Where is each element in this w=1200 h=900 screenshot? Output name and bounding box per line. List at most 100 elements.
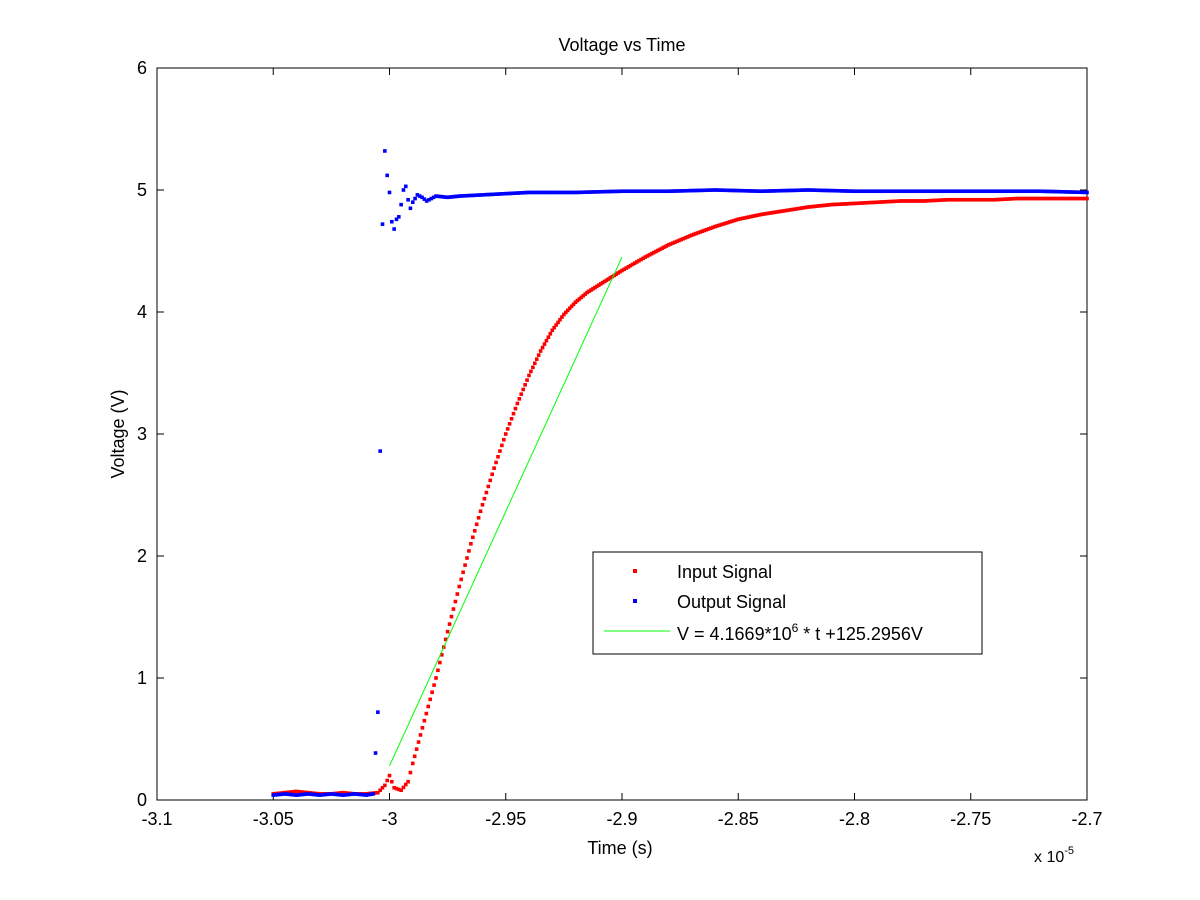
data-point (474, 193, 478, 198)
data-point (1055, 189, 1060, 194)
data-point (575, 190, 580, 195)
data-point (548, 331, 553, 336)
data-point (436, 668, 440, 673)
data-point (859, 189, 863, 194)
data-point (457, 194, 462, 198)
data-point (510, 191, 514, 196)
data-point (624, 266, 629, 270)
data-point (903, 189, 908, 194)
x-scale-base: x 10 (1034, 849, 1064, 866)
y-axis-ticks: 0 1 2 3 4 5 6 (137, 58, 1087, 810)
data-point (488, 478, 493, 483)
data-point (561, 190, 565, 195)
data-point (894, 189, 899, 194)
data-point (772, 210, 776, 215)
data-point (1066, 190, 1070, 194)
data-point (607, 189, 612, 194)
data-point (491, 192, 495, 197)
data-point (1072, 190, 1077, 194)
data-point (465, 556, 469, 560)
y-tick-label: 2 (137, 546, 147, 566)
data-point (449, 614, 454, 619)
data-point (596, 190, 601, 194)
data-point (660, 189, 664, 194)
data-point (511, 411, 516, 416)
data-point (1053, 189, 1058, 194)
data-point (871, 200, 876, 205)
data-point (924, 189, 929, 194)
data-point (490, 472, 494, 477)
data-point (1068, 190, 1072, 194)
data-point (593, 285, 597, 290)
data-point (958, 197, 962, 202)
data-point (584, 190, 588, 194)
data-point (730, 188, 734, 193)
data-point (761, 212, 766, 216)
data-point (920, 199, 924, 203)
data-point (1057, 189, 1062, 194)
data-point (909, 189, 914, 194)
data-point (837, 189, 842, 193)
data-point (335, 792, 339, 797)
data-point (776, 188, 781, 193)
data-point (620, 189, 624, 194)
data-point (759, 189, 764, 194)
data-point (378, 449, 382, 453)
data-point (922, 199, 927, 203)
data-point (292, 789, 297, 794)
data-point (544, 338, 549, 343)
data-point (618, 269, 622, 274)
data-point (747, 189, 751, 193)
data-point (468, 193, 472, 198)
legend-marker-output (633, 599, 637, 603)
data-point (613, 189, 618, 194)
data-point (738, 188, 743, 193)
data-point (926, 189, 931, 194)
data-point (1013, 196, 1017, 201)
data-point (945, 189, 950, 194)
data-point (540, 345, 545, 350)
data-point (374, 791, 378, 795)
data-point (888, 189, 893, 194)
data-point (651, 250, 656, 255)
data-point (736, 217, 741, 222)
legend-label-input: Input Signal (677, 562, 772, 582)
data-point (939, 189, 943, 194)
data-point (721, 222, 726, 226)
data-point (467, 549, 471, 553)
data-point (397, 215, 401, 219)
data-point (723, 221, 728, 226)
data-point (662, 189, 667, 194)
data-point (461, 194, 466, 198)
data-point (975, 189, 979, 194)
data-point (677, 238, 681, 243)
data-point (1057, 196, 1062, 201)
data-point (579, 295, 584, 300)
data-point (544, 190, 548, 195)
data-point (366, 792, 371, 797)
data-point (994, 189, 998, 194)
data-point (732, 218, 736, 223)
data-point (907, 199, 912, 203)
data-point (300, 792, 305, 797)
data-point (875, 189, 880, 194)
data-point (947, 189, 952, 194)
data-point (1023, 189, 1028, 194)
data-point (711, 225, 715, 230)
data-point (517, 397, 522, 401)
data-point (886, 199, 891, 204)
data-point (1049, 189, 1053, 194)
data-point (789, 207, 793, 212)
data-point (304, 792, 308, 796)
data-point (482, 192, 487, 197)
data-point (958, 189, 962, 194)
data-point (852, 189, 857, 194)
data-point (647, 189, 652, 194)
data-point (751, 214, 755, 218)
data-point (837, 202, 842, 206)
data-point (977, 189, 982, 194)
data-point (816, 204, 821, 208)
data-point (637, 258, 641, 263)
data-point (503, 432, 508, 436)
data-point (687, 234, 692, 238)
